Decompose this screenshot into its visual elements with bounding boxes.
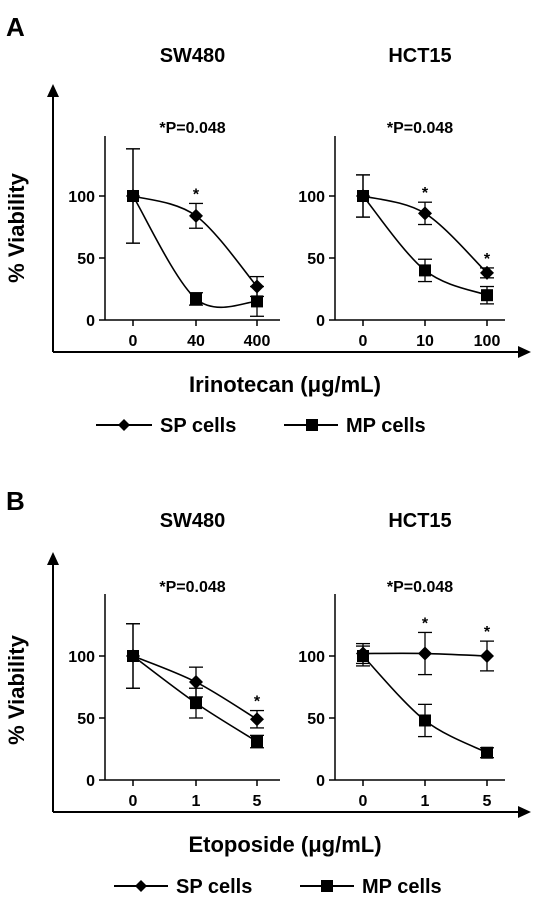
significance-star: *: [484, 251, 491, 268]
subplot-b-sw480: SW480 *P=0.048 0 50 100 0 1 5 *: [68, 510, 280, 810]
subplot-title: SW480: [160, 510, 226, 532]
panel-a-x-axis-label: Irinotecan (μg/mL): [189, 372, 381, 397]
panel-a-y-axis-label: % Viability: [4, 172, 29, 282]
panel-b-y-axis-label: % Viability: [4, 634, 29, 744]
data-point-square: [190, 292, 202, 305]
legend-a-sp-marker: [118, 419, 130, 431]
x-tick-label: 400: [244, 333, 271, 350]
panel-a-letter: A: [6, 12, 25, 42]
x-tick-label: 40: [187, 333, 205, 350]
y-tick-label: 0: [316, 773, 325, 790]
x-tick-label: 5: [483, 793, 492, 810]
significance-star: *: [254, 694, 261, 711]
p-value-annotation: *P=0.048: [159, 120, 225, 137]
y-tick-label: 50: [307, 711, 325, 728]
panel-b-y-axis-arrow: [47, 552, 59, 565]
legend-b-sp-marker: [135, 880, 147, 892]
subplot-a-hct15: HCT15 *P=0.048 0 50 100 0 10 100 * *: [298, 45, 505, 350]
legend-a-sp-label: SP cells: [160, 415, 236, 437]
panel-b-x-axis-label: Etoposide (μg/mL): [188, 832, 381, 857]
data-point-diamond: [418, 646, 432, 661]
x-tick-label: 5: [253, 793, 262, 810]
data-point-square: [190, 697, 202, 710]
x-tick-label: 1: [421, 793, 430, 810]
x-tick-label: 10: [416, 333, 434, 350]
y-tick-label: 100: [298, 189, 325, 206]
p-value-annotation: *P=0.048: [159, 579, 225, 596]
data-point-diamond: [189, 675, 203, 690]
y-tick-label: 100: [68, 649, 95, 666]
data-point-diamond: [480, 265, 494, 280]
significance-star: *: [422, 185, 429, 202]
significance-star: *: [484, 624, 491, 641]
series-line-diamond: [132, 195, 258, 288]
panel-b: B % Viability Etoposide (μg/mL) SP cells…: [4, 486, 531, 898]
data-point-square: [357, 190, 369, 202]
y-tick-label: 100: [298, 649, 325, 666]
data-point-square: [251, 735, 263, 748]
subplot-title: HCT15: [388, 45, 451, 67]
legend-b-mp-marker: [321, 880, 333, 892]
panel-a-y-axis-arrow: [47, 84, 59, 97]
legend-a-mp-label: MP cells: [346, 415, 426, 437]
subplot-b-hct15: HCT15 *P=0.048 0 50 100 0 1 5 * *: [298, 510, 505, 810]
panel-a-x-axis-arrow: [518, 346, 531, 358]
legend-b-sp-label: SP cells: [176, 876, 252, 898]
data-point-diamond: [480, 649, 494, 663]
data-point-square: [419, 714, 431, 727]
panel-b-letter: B: [6, 486, 25, 516]
panel-a: A % Viability Irinotecan (μg/mL) SP cell…: [4, 12, 531, 437]
subplot-a-sw480: SW480 *P=0.048 0 50 100 0 40 400 *: [68, 45, 280, 350]
significance-star: *: [193, 186, 200, 203]
subplot-title: HCT15: [388, 510, 451, 532]
y-tick-label: 100: [68, 189, 95, 206]
x-tick-label: 0: [359, 333, 368, 350]
panel-a-legend: SP cells MP cells: [96, 415, 426, 437]
y-tick-label: 50: [77, 711, 95, 728]
x-tick-label: 1: [192, 793, 201, 810]
p-value-annotation: *P=0.048: [387, 120, 453, 137]
data-point-square: [357, 650, 369, 662]
p-value-annotation: *P=0.048: [387, 579, 453, 596]
data-point-diamond: [250, 712, 264, 727]
y-tick-label: 50: [77, 251, 95, 268]
data-point-square: [481, 289, 493, 302]
x-tick-label: 0: [129, 333, 138, 350]
y-tick-label: 0: [86, 313, 95, 330]
data-point-square: [481, 746, 493, 759]
subplot-title: SW480: [160, 45, 226, 67]
legend-b-mp-label: MP cells: [362, 876, 442, 898]
x-tick-label: 0: [129, 793, 138, 810]
y-tick-label: 0: [316, 313, 325, 330]
x-tick-label: 100: [474, 333, 501, 350]
panel-b-x-axis-arrow: [518, 806, 531, 818]
data-point-square: [127, 650, 139, 662]
data-point-diamond: [189, 208, 203, 223]
data-point-square: [127, 190, 139, 202]
panel-b-legend: SP cells MP cells: [114, 876, 442, 898]
y-tick-label: 0: [86, 773, 95, 790]
legend-a-mp-marker: [306, 419, 318, 431]
y-tick-label: 50: [307, 251, 325, 268]
data-point-diamond: [418, 206, 432, 221]
data-point-square: [251, 295, 263, 308]
significance-star: *: [422, 615, 429, 632]
x-tick-label: 0: [359, 793, 368, 810]
data-point-square: [419, 264, 431, 277]
